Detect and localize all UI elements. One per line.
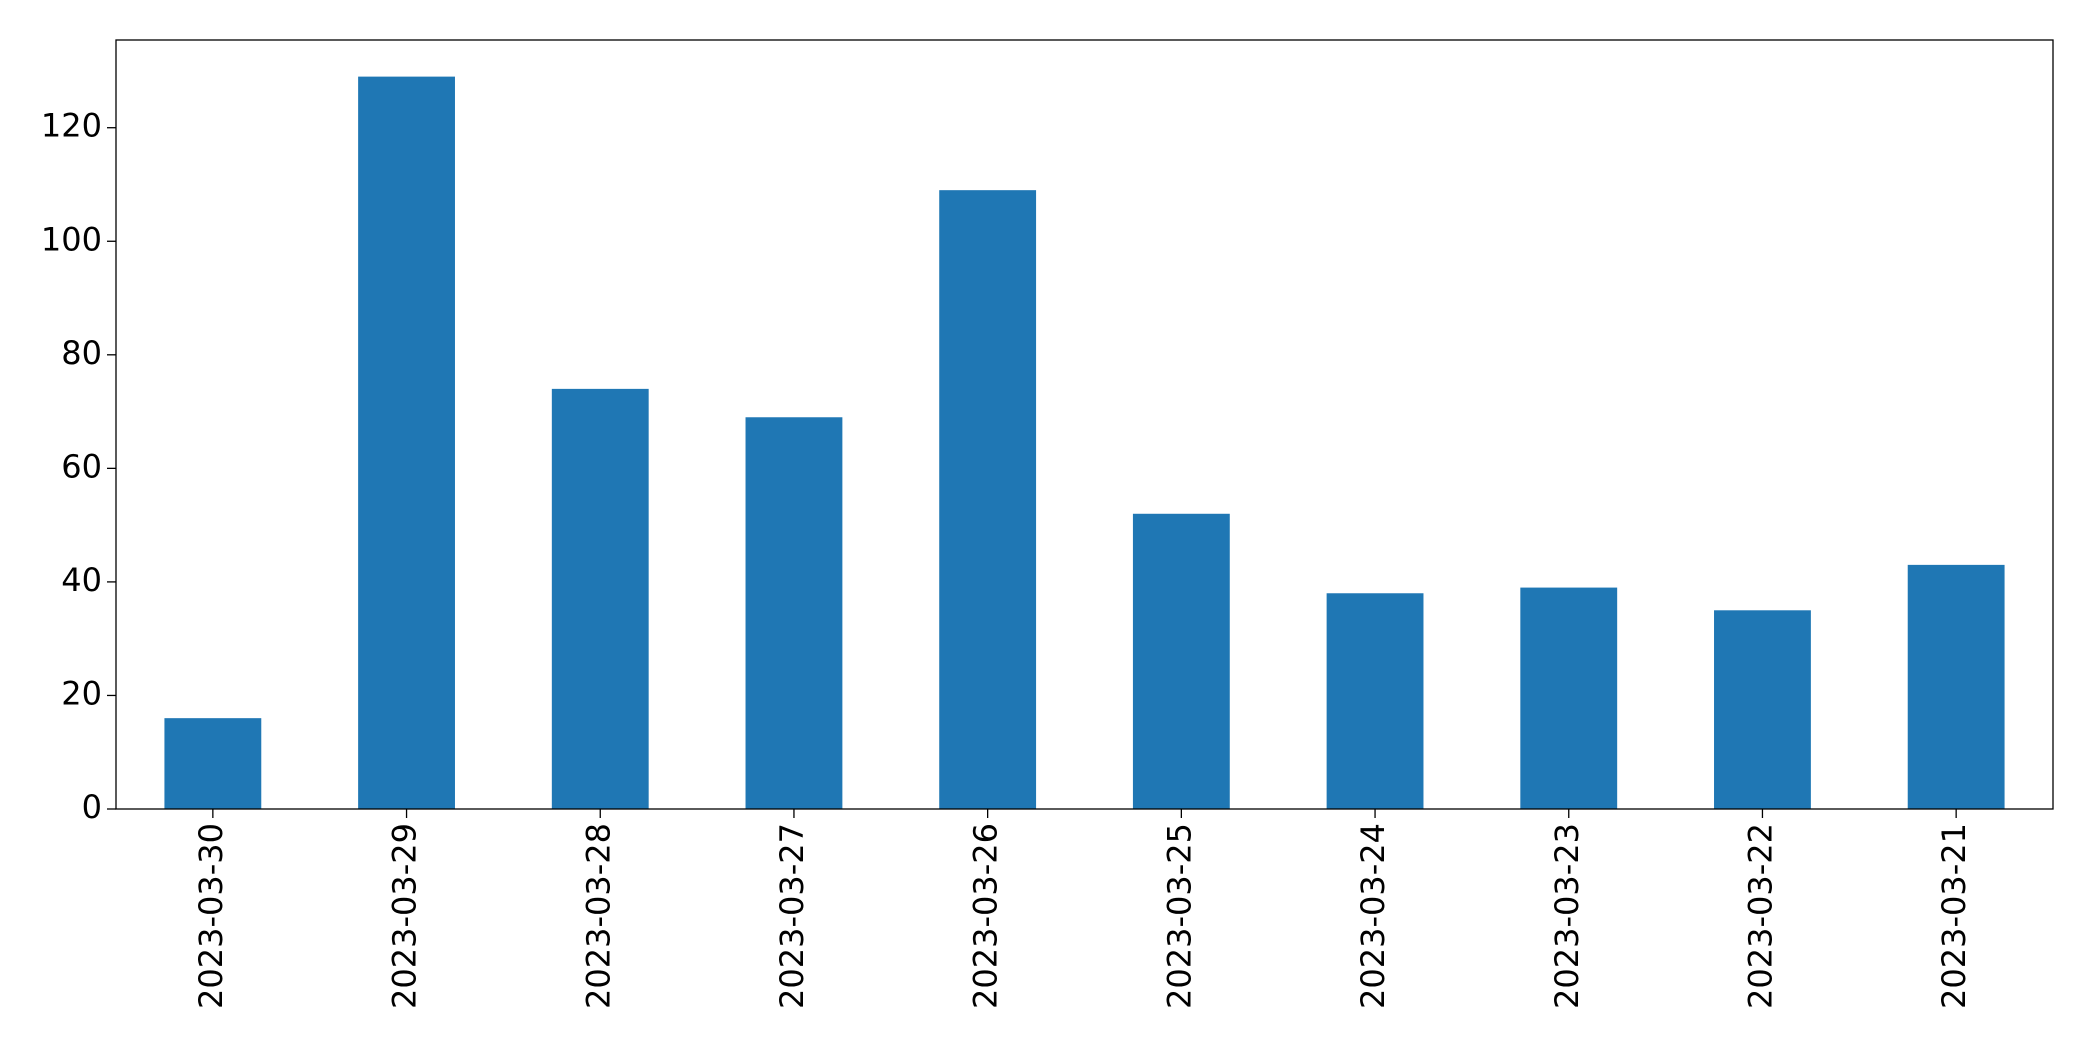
- bar: [745, 417, 843, 809]
- x-tick-label: 2023-03-24: [1354, 823, 1392, 1009]
- x-tick-label: 2023-03-23: [1548, 823, 1586, 1009]
- y-tick-label: 20: [61, 674, 102, 712]
- bar: [1520, 587, 1618, 809]
- bar: [1907, 564, 2005, 809]
- x-tick-label: 2023-03-29: [386, 823, 424, 1009]
- bar: [1132, 513, 1230, 809]
- y-tick-label: 40: [61, 561, 102, 599]
- bar: [358, 76, 455, 810]
- y-tick-label: 120: [41, 107, 102, 145]
- x-tick-label: 2023-03-25: [1160, 823, 1198, 1009]
- x-tick-label: 2023-03-26: [967, 823, 1005, 1009]
- x-tick-label: 2023-03-30: [192, 823, 230, 1009]
- bar: [164, 718, 262, 809]
- x-tick-label: 2023-03-21: [1935, 823, 1973, 1009]
- x-tick-label: 2023-03-22: [1741, 823, 1779, 1009]
- x-tick-label: 2023-03-28: [579, 823, 617, 1009]
- y-tick-label: 60: [61, 447, 102, 485]
- y-tick-label: 100: [41, 220, 102, 258]
- bar: [939, 190, 1037, 809]
- y-tick-label: 0: [82, 788, 102, 826]
- bar: [1326, 593, 1424, 809]
- y-tick-label: 80: [61, 334, 102, 372]
- x-tick-label: 2023-03-27: [773, 823, 811, 1009]
- plot-frame: [115, 39, 2054, 810]
- bar: [1714, 610, 1811, 809]
- bar: [551, 388, 649, 809]
